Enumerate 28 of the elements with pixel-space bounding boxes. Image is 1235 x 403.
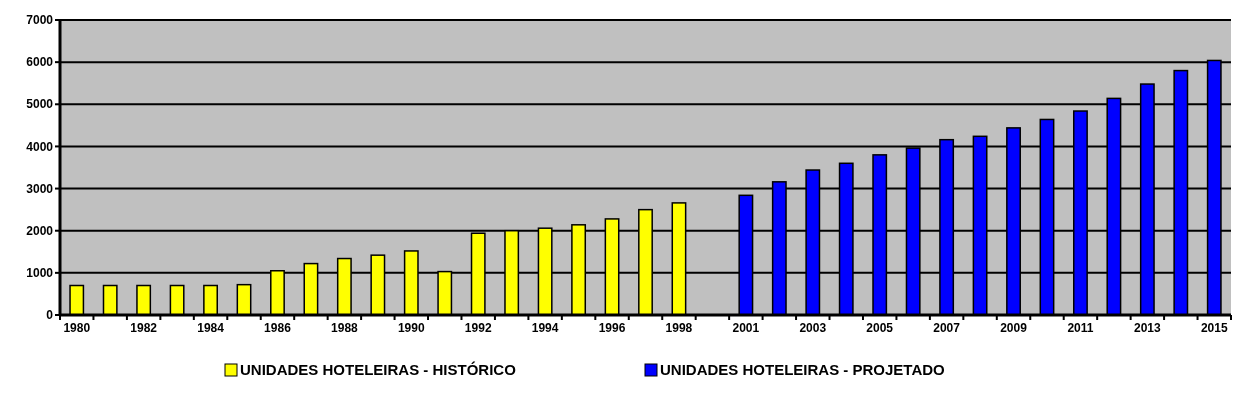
x-tick-label: 1992 — [464, 321, 492, 335]
y-tick-label: 2000 — [26, 223, 54, 238]
x-tick-label: 1998 — [665, 321, 693, 335]
x-tick-label: 2001 — [732, 321, 760, 335]
x-tick-label: 1996 — [598, 321, 626, 335]
x-tick-label: 2007 — [933, 321, 961, 335]
y-tick-label: 6000 — [26, 55, 54, 70]
x-tick-label: 1988 — [331, 321, 359, 335]
legend-label: UNIDADES HOTELEIRAS - PROJETADO — [660, 361, 946, 379]
x-tick-label: 2011 — [1067, 321, 1094, 335]
y-tick-label: 4000 — [26, 139, 54, 154]
y-tick-label: 1000 — [26, 266, 54, 281]
x-tick-label: 1994 — [531, 321, 559, 335]
y-tick-label: 5000 — [26, 97, 54, 112]
x-tick-label: 1990 — [397, 321, 425, 335]
x-tick-label: 1980 — [63, 321, 91, 335]
x-tick-label: 1982 — [130, 321, 158, 335]
x-tick-label: 2009 — [1000, 321, 1028, 335]
x-tick-label: 2015 — [1200, 321, 1228, 335]
x-tick-label: 1984 — [197, 321, 225, 335]
y-tick-label: 7000 — [26, 13, 54, 28]
legend-label: UNIDADES HOTELEIRAS - HISTÓRICO — [240, 361, 517, 379]
x-tick-label: 2003 — [799, 321, 827, 335]
x-tick-label: 1986 — [264, 321, 292, 335]
y-tick-label: 0 — [46, 308, 54, 323]
y-tick-label: 3000 — [26, 181, 54, 196]
x-tick-label: 2013 — [1134, 321, 1162, 335]
x-tick-label: 2005 — [866, 321, 894, 335]
